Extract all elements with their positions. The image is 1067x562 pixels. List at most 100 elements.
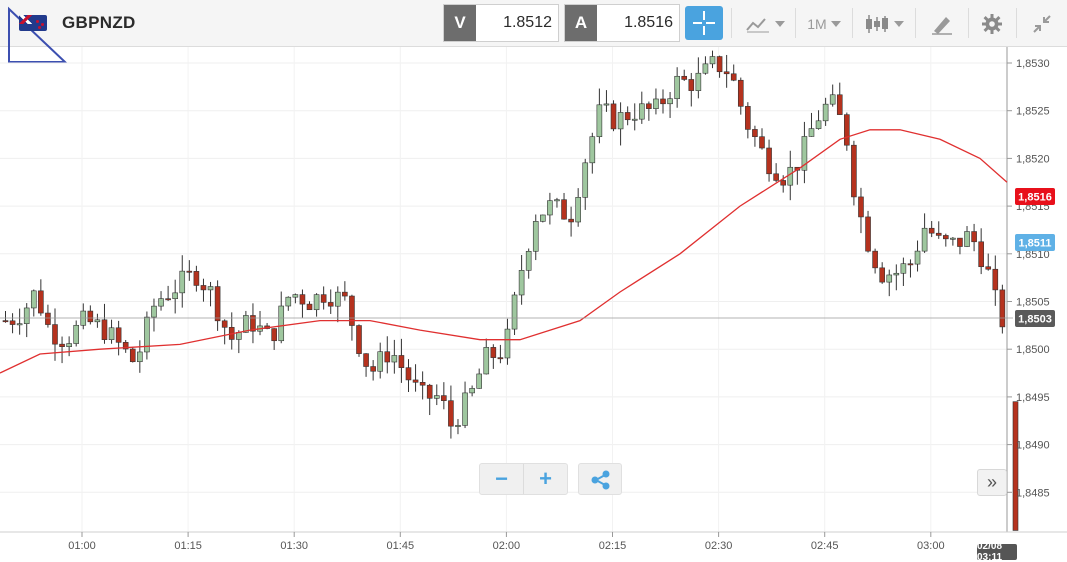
candle-down xyxy=(327,302,334,307)
zoom-in-button[interactable]: + xyxy=(539,466,552,491)
candle-down xyxy=(943,235,949,240)
ask-quote[interactable]: A 1.8516 xyxy=(564,4,680,42)
candle-up xyxy=(313,294,320,311)
candle-up xyxy=(886,274,893,283)
ask-value: 1.8516 xyxy=(624,14,673,31)
candle-down xyxy=(568,218,574,223)
y-tick-label: 1,8520 xyxy=(1016,153,1050,165)
candle-down xyxy=(306,303,313,311)
candle-down xyxy=(773,173,779,181)
candle-up xyxy=(278,305,285,342)
y-tick-label: 1,8505 xyxy=(1016,297,1050,309)
candle-up xyxy=(596,104,603,138)
candle-down xyxy=(999,289,1006,328)
x-tick-label: 01:30 xyxy=(280,540,308,552)
candle-down xyxy=(759,136,765,149)
bid-quote[interactable]: V 1.8512 xyxy=(443,4,559,42)
candle-down xyxy=(660,98,666,105)
candle-down xyxy=(610,103,617,130)
crosshair-button[interactable] xyxy=(685,6,723,40)
candle-up xyxy=(462,392,468,426)
candle-up xyxy=(94,319,101,323)
candle-up xyxy=(73,324,79,344)
candle-up xyxy=(532,221,539,252)
timeframe-button[interactable]: 1M xyxy=(800,0,848,47)
candle-down xyxy=(356,325,362,354)
candle-down xyxy=(349,295,355,326)
price-chart[interactable]: 1,85301,85251,85201,85151,85101,85051,85… xyxy=(0,47,1067,562)
candle-up xyxy=(377,351,384,372)
candle-up xyxy=(511,294,518,330)
candle-down xyxy=(129,348,136,363)
candle-up xyxy=(829,94,836,105)
candle-up xyxy=(554,199,560,202)
x-tick-label: 01:45 xyxy=(387,540,415,552)
candle-up xyxy=(582,162,589,198)
candle-down xyxy=(250,315,256,332)
timeframe-label: 1M xyxy=(807,15,827,32)
candle-down xyxy=(370,366,376,372)
candle-down xyxy=(872,250,878,269)
collapse-button[interactable] xyxy=(1022,0,1062,47)
zoom-controls: − + xyxy=(479,463,568,495)
candle-up xyxy=(179,270,186,294)
candle-up xyxy=(483,347,490,375)
collapse-icon xyxy=(1033,14,1051,33)
candle-down xyxy=(780,180,787,186)
candle-down xyxy=(971,231,977,243)
x-tick-label: 02:30 xyxy=(705,540,733,552)
candle-down xyxy=(745,106,751,130)
y-tick-label: 1,8500 xyxy=(1016,344,1050,356)
candle-down xyxy=(405,367,412,381)
scroll-forward-button[interactable]: » xyxy=(977,469,1007,496)
chart-grid xyxy=(0,47,1007,532)
candle-down xyxy=(844,114,850,146)
y-tick-label: 1,8510 xyxy=(1016,249,1050,261)
candle-down xyxy=(985,266,992,270)
y-tick-label: 1,8490 xyxy=(1016,440,1050,452)
candle-down xyxy=(448,400,454,427)
price-tag-blue: 1,8511 xyxy=(1015,234,1055,251)
candle-up xyxy=(476,373,482,389)
candle-down xyxy=(730,73,737,81)
candle-up xyxy=(709,56,716,65)
candle-up xyxy=(455,425,461,427)
drawing-tool-button[interactable] xyxy=(920,0,964,47)
candle-up xyxy=(137,351,143,363)
symbol-title[interactable]: GBPNZD xyxy=(62,13,136,32)
candle-up xyxy=(653,98,659,109)
candle-type-button[interactable] xyxy=(858,0,910,47)
x-tick-label: 01:15 xyxy=(174,540,202,552)
candle-up xyxy=(964,231,970,247)
candle-down xyxy=(299,294,306,305)
candle-up xyxy=(702,63,709,74)
candle-up xyxy=(914,250,921,265)
drawing-tool-icon xyxy=(932,16,952,35)
svg-text:1,8511: 1,8511 xyxy=(1018,238,1051,250)
zoom-out-button[interactable]: − xyxy=(495,466,508,491)
candle-down xyxy=(688,79,695,91)
candle-up xyxy=(469,388,475,394)
candle-down xyxy=(646,103,652,109)
candle-down xyxy=(384,351,391,363)
candle-up xyxy=(950,237,956,240)
candle-up xyxy=(638,103,645,120)
candle-up xyxy=(815,120,822,129)
x-tick-label: 02:45 xyxy=(811,540,839,552)
candle-down xyxy=(992,268,999,291)
share-button[interactable] xyxy=(578,463,622,495)
candle-down xyxy=(52,324,58,345)
chart-type-button[interactable] xyxy=(740,0,790,47)
y-tick-label: 1,8525 xyxy=(1016,106,1050,118)
candle-down xyxy=(398,355,405,368)
price-tag-red: 1,8516 xyxy=(1015,188,1055,205)
candle-down xyxy=(186,270,193,273)
bid-label: V xyxy=(444,5,476,41)
candle-up xyxy=(674,75,680,100)
settings-button[interactable] xyxy=(972,0,1012,47)
candle-down xyxy=(836,94,843,115)
y-axis: 1,85301,85251,85201,85151,85101,85051,85… xyxy=(1007,58,1050,499)
candle-up xyxy=(108,327,115,340)
candle-down xyxy=(200,285,207,291)
